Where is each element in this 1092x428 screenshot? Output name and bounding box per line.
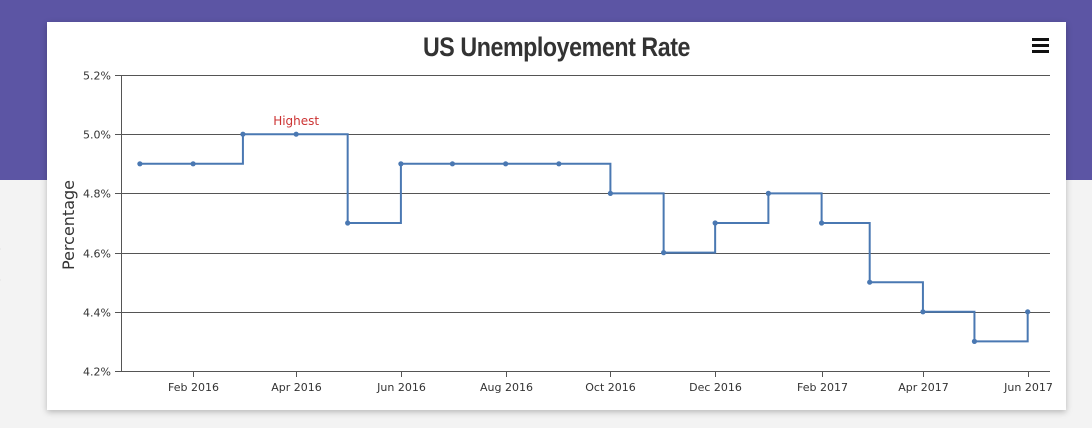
x-tick-label: Apr 2016 bbox=[271, 381, 322, 394]
data-point[interactable] bbox=[819, 220, 825, 226]
data-point[interactable] bbox=[971, 338, 978, 344]
y-tick-label: 4.6% bbox=[83, 248, 111, 261]
x-tick-label: Dec 2016 bbox=[689, 381, 742, 394]
data-point[interactable] bbox=[607, 190, 613, 196]
series-line bbox=[139, 133, 1029, 343]
y-tick-label: 4.2% bbox=[83, 366, 111, 379]
x-tick-label: Apr 2017 bbox=[898, 381, 949, 394]
annotation-label: Highest bbox=[273, 114, 319, 128]
data-point[interactable] bbox=[556, 161, 562, 167]
data-point[interactable] bbox=[712, 220, 718, 226]
data-point[interactable] bbox=[503, 161, 509, 167]
y-tick-label: 4.4% bbox=[83, 307, 111, 320]
data-point[interactable] bbox=[398, 161, 404, 167]
x-tick-label: Oct 2016 bbox=[585, 381, 636, 394]
hamburger-menu-icon[interactable] bbox=[1032, 38, 1049, 53]
y-axis-label: Percentage bbox=[59, 180, 78, 270]
data-point[interactable] bbox=[867, 279, 873, 285]
data-point[interactable] bbox=[1025, 309, 1031, 315]
chevron-left-icon[interactable] bbox=[0, 246, 17, 283]
chart-card: US Unemployement Rate 4.2% 4.4% 4.6% 4.8% 5.… bbox=[47, 22, 1066, 410]
chart-title: US Unemployement Rate bbox=[422, 32, 691, 62]
y-tick-label: 5.2% bbox=[83, 70, 111, 83]
x-tick-label: Jun 2016 bbox=[376, 381, 426, 394]
y-tick-label: 5.0% bbox=[83, 129, 111, 142]
data-point[interactable] bbox=[190, 161, 196, 167]
data-point[interactable] bbox=[920, 309, 926, 315]
data-point[interactable] bbox=[293, 131, 299, 137]
chart-plot: 4.2% 4.4% 4.6% 4.8% 5.0% 5.2% Feb 2016 Apr 2016… bbox=[59, 70, 1053, 395]
y-tick-label: 4.8% bbox=[83, 188, 111, 201]
x-tick-label: Feb 2017 bbox=[797, 381, 848, 394]
data-point[interactable] bbox=[137, 161, 143, 167]
x-tick-label: Jun 2017 bbox=[1003, 381, 1053, 394]
data-point[interactable] bbox=[765, 190, 771, 196]
x-tick-label: Feb 2016 bbox=[168, 381, 219, 394]
data-point[interactable] bbox=[240, 131, 246, 137]
x-tick-label: Aug 2016 bbox=[480, 381, 533, 394]
data-point[interactable] bbox=[661, 250, 667, 256]
data-point[interactable] bbox=[345, 220, 351, 226]
data-point[interactable] bbox=[449, 161, 456, 167]
